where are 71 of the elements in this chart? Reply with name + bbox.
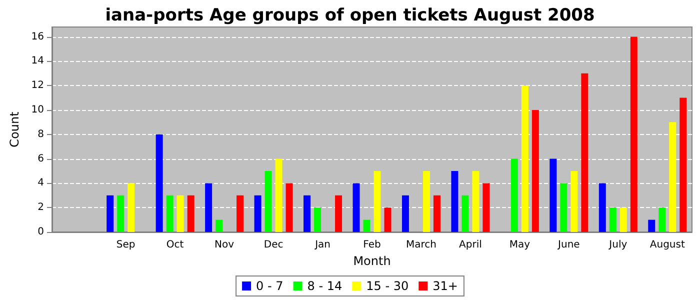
x-tick-label: Feb (363, 240, 381, 250)
bar (433, 195, 440, 232)
y-tick-label: 2 (38, 202, 44, 214)
bar (314, 208, 322, 232)
y-tick-label: 10 (31, 104, 44, 116)
bar (669, 122, 676, 232)
bar (205, 183, 212, 232)
bar (106, 195, 114, 232)
x-tick-label: Nov (214, 240, 234, 250)
bar (275, 158, 282, 232)
bar (304, 195, 311, 232)
bar (482, 183, 490, 232)
bar (117, 195, 124, 232)
y-tick-label: 16 (31, 31, 44, 42)
bar (352, 183, 360, 232)
legend-label: 8 - 14 (307, 279, 342, 293)
x-axis-title: Month (353, 254, 391, 268)
y-axis-title: Count (7, 111, 22, 148)
bar (648, 220, 656, 232)
legend-label: 15 - 30 (366, 279, 409, 293)
bar (176, 195, 184, 232)
bar (254, 195, 262, 232)
x-tick-label: Dec (264, 240, 284, 250)
bar (658, 208, 666, 232)
legend-label: 31+ (432, 279, 458, 293)
x-tick-label: Oct (166, 240, 184, 250)
bar (630, 36, 638, 232)
bar (609, 208, 616, 232)
bar (402, 195, 409, 232)
bar (187, 195, 194, 232)
x-tick-label: May (509, 240, 530, 250)
bar (570, 170, 578, 232)
x-tick-label: March (406, 240, 436, 250)
bar (216, 220, 223, 232)
bar (422, 170, 430, 232)
bar (462, 195, 469, 232)
bar (451, 170, 458, 232)
legend-label: 0 - 7 (256, 279, 284, 293)
bar (335, 195, 342, 232)
bar (532, 110, 539, 232)
bar (472, 170, 480, 232)
y-tick-label: 14 (31, 56, 44, 67)
bar (680, 98, 687, 232)
bar (620, 208, 627, 232)
bar (286, 183, 293, 232)
bar (264, 170, 272, 232)
bar (510, 158, 518, 232)
bar (156, 134, 163, 232)
bar (166, 195, 174, 232)
chart-title: iana-ports Age groups of open tickets August 2008 (105, 6, 595, 26)
bar (128, 183, 135, 232)
x-tick-label: July (608, 240, 628, 250)
y-tick-label: 8 (38, 128, 44, 140)
bar (363, 220, 370, 232)
x-tick-label: Jan (314, 240, 330, 250)
x-tick-label: August (650, 240, 685, 250)
bar (581, 73, 588, 232)
x-tick-label: Sep (116, 240, 136, 250)
bar (521, 86, 528, 232)
bar (374, 170, 381, 232)
bar (384, 208, 392, 232)
y-tick-label: 12 (31, 80, 44, 92)
y-tick-label: 4 (38, 178, 44, 189)
x-tick-label: April (459, 240, 482, 250)
x-tick-label: June (557, 240, 580, 250)
y-tick-label: 6 (38, 153, 44, 164)
bar (560, 183, 568, 232)
y-tick-label: 0 (38, 226, 44, 238)
bar (598, 183, 606, 232)
bar (550, 158, 557, 232)
bar (236, 195, 244, 232)
